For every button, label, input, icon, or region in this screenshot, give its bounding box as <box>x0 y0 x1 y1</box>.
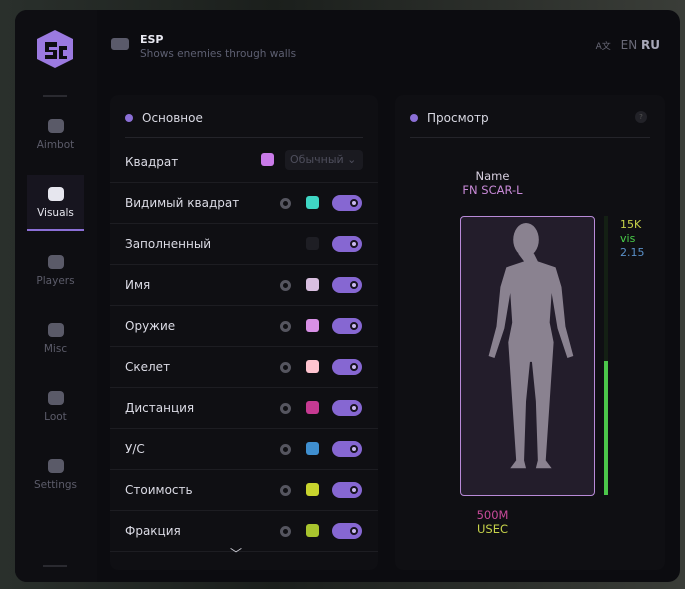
sidebar-item-misc[interactable]: Misc <box>27 311 84 367</box>
list-icon <box>47 459 64 473</box>
setting-row-box: Квадрат Обычный ⌄ <box>110 142 378 183</box>
eye-icon <box>410 114 418 122</box>
setting-row: Дистанция <box>110 388 378 429</box>
sidebar-item-visuals[interactable]: Visuals <box>27 175 84 231</box>
gear-icon[interactable] <box>280 444 291 455</box>
preview-weapon: FN SCAR-L <box>462 183 523 197</box>
gear-icon[interactable] <box>280 485 291 496</box>
gear-icon <box>125 114 133 122</box>
alien-icon <box>47 119 64 133</box>
color-swatch[interactable] <box>306 401 319 414</box>
panel-header: Основное <box>125 111 203 125</box>
gear-icon[interactable] <box>280 198 291 209</box>
vr-goggles-icon <box>111 38 129 50</box>
toolbox-icon <box>47 391 64 405</box>
preview-distance: 500M <box>476 508 509 522</box>
setting-row: Стоимость <box>110 470 378 511</box>
sidebar-item-aimbot[interactable]: Aimbot <box>27 107 84 163</box>
preview-name: Name <box>475 169 510 183</box>
setting-row: Скелет <box>110 347 378 388</box>
gear-icon[interactable] <box>280 321 291 332</box>
setting-row: Видимый квадрат <box>110 183 378 224</box>
body-model-image <box>488 223 574 469</box>
toggle-switch[interactable] <box>332 195 362 211</box>
divider <box>125 137 363 138</box>
gear-icon[interactable] <box>280 526 291 537</box>
language-switch: A文 EN RU <box>596 38 660 52</box>
preview-box <box>460 216 595 496</box>
toggle-switch[interactable] <box>332 523 362 539</box>
preview-kd: 2.15 <box>620 246 645 259</box>
toggle-switch[interactable] <box>332 236 362 252</box>
setting-row: Заполненный <box>110 224 378 265</box>
dots-icon <box>47 323 64 337</box>
preview-panel: Просмотр ? Name FN SCAR-L 15K vis 2.15 5… <box>395 95 665 570</box>
logo <box>37 30 73 68</box>
lang-en[interactable]: EN <box>620 38 638 52</box>
color-swatch[interactable] <box>306 278 319 291</box>
preview-value: 15K <box>620 218 642 231</box>
setting-row: У/С <box>110 429 378 470</box>
lang-ru[interactable]: RU <box>641 38 660 52</box>
users-icon <box>47 255 64 269</box>
setting-row: Оружие <box>110 306 378 347</box>
gear-icon[interactable] <box>280 403 291 414</box>
preview-visible: vis <box>620 232 636 245</box>
sidebar-item-players[interactable]: Players <box>27 243 84 299</box>
toggle-switch[interactable] <box>332 482 362 498</box>
divider <box>43 565 67 567</box>
color-swatch[interactable] <box>306 237 319 250</box>
sidebar-item-loot[interactable]: Loot <box>27 379 84 435</box>
health-bar <box>604 216 608 495</box>
page-title: ESP <box>140 33 164 46</box>
translate-icon: A文 <box>595 42 611 52</box>
color-swatch[interactable] <box>306 360 319 373</box>
setting-row: Имя <box>110 265 378 306</box>
color-swatch[interactable] <box>306 319 319 332</box>
toggle-switch[interactable] <box>332 400 362 416</box>
help-button[interactable]: ? <box>635 111 647 123</box>
color-swatch[interactable] <box>306 196 319 209</box>
color-swatch[interactable] <box>261 153 274 166</box>
gear-icon[interactable] <box>280 280 291 291</box>
color-swatch[interactable] <box>306 524 319 537</box>
toggle-switch[interactable] <box>332 318 362 334</box>
scroll-down-chevron-icon[interactable]: ﹀ <box>230 547 243 561</box>
divider <box>410 137 650 138</box>
main-settings-panel: Основное Квадрат Обычный ⌄ Видимый квадр… <box>110 95 378 570</box>
color-swatch[interactable] <box>306 442 319 455</box>
toggle-switch[interactable] <box>332 359 362 375</box>
setting-row: Фракция <box>110 511 378 552</box>
box-mode-select[interactable]: Обычный ⌄ <box>285 150 363 170</box>
vr-goggles-icon <box>47 187 64 201</box>
toggle-switch[interactable] <box>332 441 362 457</box>
app-window: Aimbot Visuals Players Misc Loot Settings ESP… <box>15 10 680 582</box>
panel-header: Просмотр <box>410 111 489 125</box>
divider <box>43 95 67 97</box>
page-subtitle: Shows enemies through walls <box>140 48 297 60</box>
gear-icon[interactable] <box>280 362 291 373</box>
sidebar: Aimbot Visuals Players Misc Loot Settings <box>15 10 97 582</box>
color-swatch[interactable] <box>306 483 319 496</box>
sidebar-item-settings[interactable]: Settings <box>27 447 84 503</box>
preview-faction: USEC <box>476 522 508 536</box>
toggle-switch[interactable] <box>332 277 362 293</box>
chevron-down-icon: ⌄ <box>347 153 357 166</box>
